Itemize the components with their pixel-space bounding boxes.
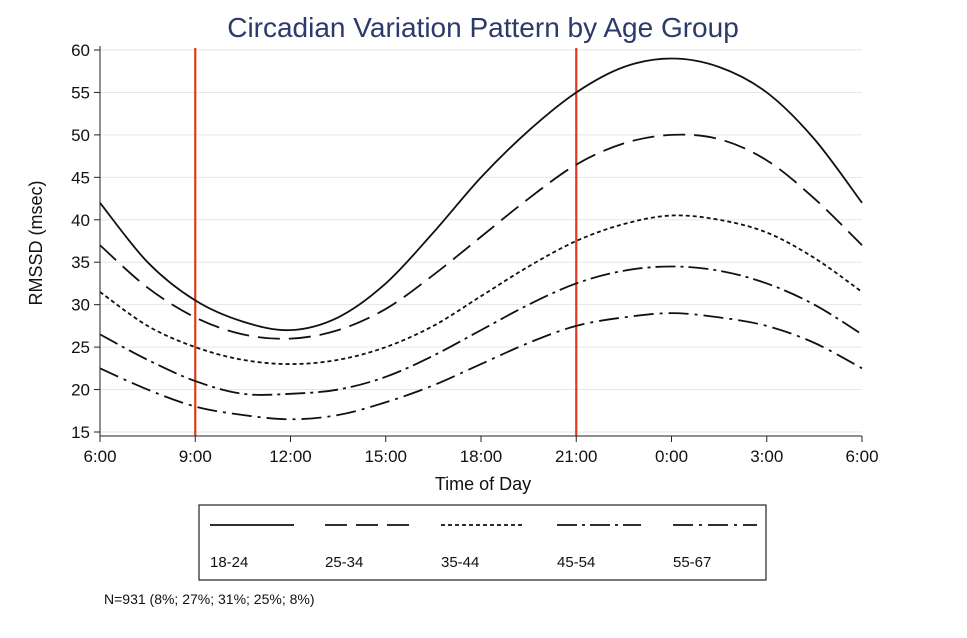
reference-lines: [194, 48, 578, 436]
x-tick-label: 21:00: [555, 447, 598, 466]
series-line-55-67: [99, 312, 863, 421]
y-tick-label: 15: [71, 423, 90, 442]
series-line-35-44: [99, 214, 863, 365]
series-line-18-24: [99, 57, 863, 332]
y-tick-label: 50: [71, 126, 90, 145]
x-tick-label: 9:00: [179, 447, 212, 466]
x-tick-label: 3:00: [750, 447, 783, 466]
y-axis-label: RMSSD (msec): [26, 181, 46, 306]
legend-label-55-67: 55-67: [673, 554, 711, 571]
y-tick-label: 25: [71, 338, 90, 357]
y-tick-label: 40: [71, 211, 90, 230]
legend-box: [198, 504, 767, 581]
legend-label-45-54: 45-54: [557, 554, 595, 571]
series-line-25-34: [99, 133, 863, 340]
legend: 18-24 25-34 35-44 45-54 55-67: [198, 504, 767, 581]
sample-note: N=931 (8%; 27%; 31%; 25%; 8%): [104, 591, 315, 607]
y-tick-label: 55: [71, 83, 90, 102]
gridlines: [100, 49, 862, 433]
legend-label-35-44: 35-44: [441, 554, 479, 571]
y-tick-label: 60: [71, 41, 90, 60]
x-tick-label: 6:00: [83, 447, 116, 466]
x-tick-label: 6:00: [845, 447, 878, 466]
series-line-45-54: [99, 265, 863, 396]
series-lines: [99, 57, 863, 421]
x-tick-label: 0:00: [655, 447, 688, 466]
legend-label-25-34: 25-34: [325, 554, 363, 571]
x-tick-label: 12:00: [269, 447, 312, 466]
y-tick-label: 30: [71, 296, 90, 315]
axes: 15 20 25 30 35 40 45 50 55 60 6:00 9:00 12:00 15:00 18…: [71, 41, 878, 466]
x-axis-label: Time of Day: [435, 474, 531, 494]
x-tick-label: 15:00: [364, 447, 407, 466]
y-tick-label: 45: [71, 168, 90, 187]
y-tick-label: 20: [71, 381, 90, 400]
y-tick-label: 35: [71, 253, 90, 272]
chart-title: Circadian Variation Pattern by Age Group: [227, 12, 739, 43]
legend-label-18-24: 18-24: [210, 554, 248, 571]
x-tick-label: 18:00: [460, 447, 503, 466]
